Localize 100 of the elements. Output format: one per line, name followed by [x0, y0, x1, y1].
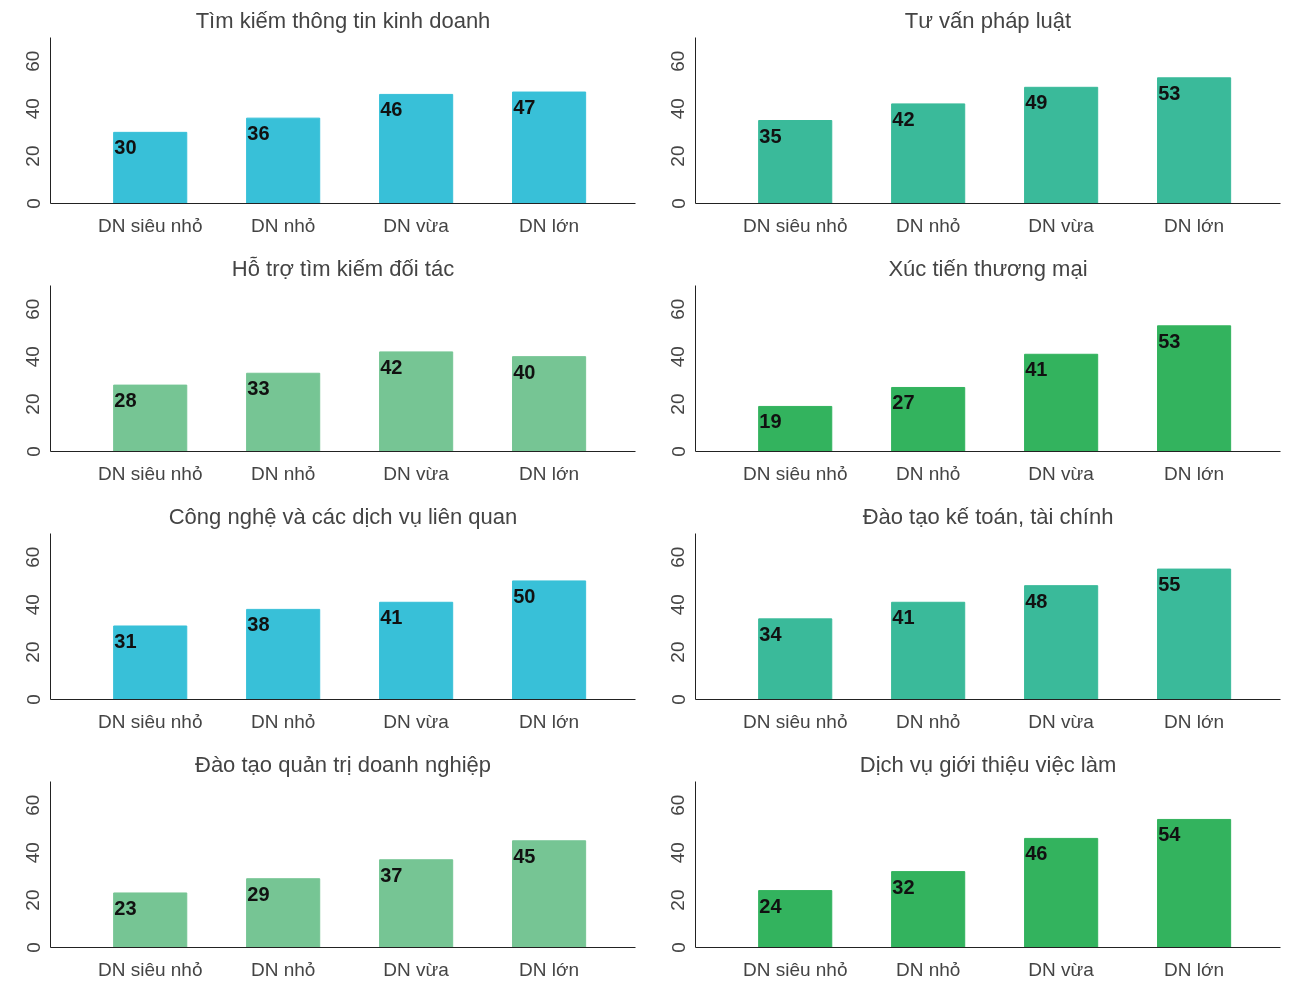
bar	[1157, 568, 1232, 700]
y-tick-label: 0	[22, 694, 44, 705]
y-tick-label: 60	[22, 50, 44, 72]
x-tick-label: DN siêu nhỏ	[97, 710, 203, 732]
data-label: 48	[1025, 589, 1048, 612]
x-tick-label: DN vừa	[383, 958, 450, 980]
x-tick-label: DN lớn	[1164, 958, 1225, 980]
data-label: 19	[759, 410, 782, 433]
x-tick-label: DN siêu nhỏ	[742, 462, 848, 484]
data-label: 23	[114, 896, 137, 919]
data-label: 30	[114, 136, 137, 159]
chart-title: Đào tạo quản trị doanh nghiệp	[194, 751, 492, 777]
data-label: 28	[114, 389, 137, 412]
data-label: 46	[380, 98, 403, 121]
x-tick-label: DN nhỏ	[895, 710, 961, 732]
bar	[758, 405, 833, 452]
bar	[891, 601, 966, 700]
bar	[758, 890, 833, 948]
bar	[113, 384, 188, 452]
x-tick-label: DN vừa	[383, 462, 450, 484]
x-tick-label: DN nhỏ	[895, 462, 961, 484]
x-tick-label: DN lớn	[519, 958, 580, 980]
y-tick-label: 60	[667, 546, 689, 568]
data-label: 31	[114, 629, 137, 652]
y-tick-label: 0	[667, 694, 689, 705]
data-label: 29	[247, 882, 270, 905]
y-tick-label: 0	[22, 446, 44, 457]
data-label: 24	[759, 894, 783, 917]
bar	[1024, 353, 1099, 452]
y-tick-label: 0	[667, 198, 689, 209]
y-tick-label: 20	[22, 145, 44, 167]
data-label: 50	[513, 584, 536, 607]
y-tick-label: 60	[22, 546, 44, 568]
x-tick-label: DN nhỏ	[895, 958, 961, 980]
data-label: 33	[247, 377, 270, 400]
bar	[379, 601, 454, 700]
x-tick-label: DN lớn	[519, 462, 580, 484]
y-tick-label: 20	[22, 393, 44, 415]
bar	[1024, 837, 1099, 948]
x-tick-label: DN lớn	[1164, 214, 1225, 236]
x-tick-label: DN nhỏ	[250, 462, 316, 484]
x-tick-label: DN siêu nhỏ	[742, 958, 848, 980]
x-tick-label: DN siêu nhỏ	[742, 710, 848, 732]
x-tick-label: DN nhỏ	[250, 958, 316, 980]
chart-title: Đào tạo kế toán, tài chính	[862, 503, 1114, 529]
chart-title: Hỗ trợ tìm kiếm đối tác	[231, 255, 455, 281]
y-tick-label: 60	[22, 298, 44, 320]
data-label: 42	[892, 107, 915, 130]
data-label: 55	[1158, 573, 1181, 596]
bar	[246, 608, 321, 700]
y-tick-label: 40	[667, 842, 689, 864]
x-tick-label: DN lớn	[519, 214, 580, 236]
y-tick-label: 60	[667, 794, 689, 816]
x-tick-label: DN siêu nhỏ	[97, 462, 203, 484]
bar	[1157, 818, 1232, 948]
x-tick-label: DN vừa	[1028, 462, 1095, 484]
data-label: 53	[1158, 81, 1181, 104]
x-tick-label: DN lớn	[519, 710, 580, 732]
y-tick-label: 20	[22, 889, 44, 911]
x-tick-label: DN vừa	[1028, 214, 1095, 236]
x-tick-label: DN vừa	[1028, 958, 1095, 980]
bar	[891, 386, 966, 452]
bar	[512, 356, 587, 452]
data-label: 34	[759, 622, 783, 645]
data-label: 27	[892, 391, 915, 414]
y-tick-label: 40	[667, 594, 689, 616]
bar	[113, 625, 188, 700]
data-label: 54	[1158, 823, 1182, 846]
x-tick-label: DN nhỏ	[895, 214, 961, 236]
data-label: 36	[247, 122, 270, 145]
data-label: 47	[513, 96, 536, 119]
data-label: 41	[892, 606, 915, 629]
data-label: 32	[892, 875, 915, 898]
x-tick-label: DN nhỏ	[250, 710, 316, 732]
bar	[113, 892, 188, 948]
bar	[246, 117, 321, 204]
x-tick-label: DN nhỏ	[250, 214, 316, 236]
data-label: 41	[1025, 358, 1048, 381]
bar	[1024, 585, 1099, 700]
bar	[512, 580, 587, 700]
y-tick-label: 20	[667, 393, 689, 415]
bar	[891, 871, 966, 948]
data-label: 53	[1158, 329, 1181, 352]
y-tick-label: 60	[667, 50, 689, 72]
y-tick-label: 40	[22, 594, 44, 616]
y-tick-label: 60	[22, 794, 44, 816]
data-label: 46	[1025, 842, 1048, 865]
bar	[1024, 86, 1099, 204]
bar	[758, 120, 833, 204]
bar	[246, 878, 321, 948]
data-label: 40	[513, 360, 536, 383]
bar	[891, 103, 966, 204]
data-label: 37	[380, 863, 403, 886]
x-tick-label: DN vừa	[1028, 710, 1095, 732]
x-tick-label: DN siêu nhỏ	[97, 214, 203, 236]
bar	[379, 351, 454, 452]
y-tick-label: 40	[667, 98, 689, 120]
x-tick-label: DN siêu nhỏ	[742, 214, 848, 236]
bar	[246, 372, 321, 452]
chart-title: Dịch vụ giới thiệu việc làm	[859, 751, 1117, 777]
